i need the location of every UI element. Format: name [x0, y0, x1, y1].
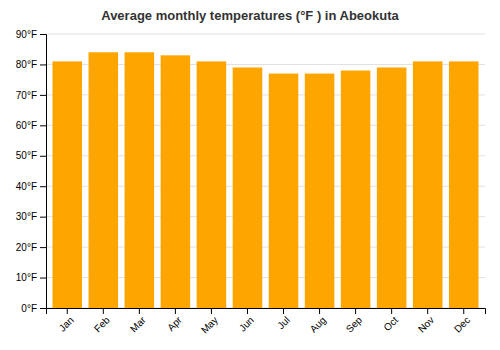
tick-label: May — [199, 314, 220, 335]
bar — [449, 61, 479, 308]
tick-label: Aug — [308, 314, 328, 334]
tick: 70°F — [16, 90, 46, 101]
tick-label: 70°F — [16, 90, 37, 101]
tick: Jun — [237, 308, 256, 334]
tick: Dec — [452, 308, 472, 335]
tick-label: Jul — [275, 314, 292, 331]
axis-line — [47, 309, 486, 315]
chart: 0°F 10°F 20°F 30°F 40°F 50°F 60°F 70°F 80°F 90°F J… — [0, 0, 500, 350]
tick-label: 20°F — [16, 242, 37, 253]
y-axis: 0°F 10°F 20°F 30°F 40°F 50°F 60°F 70°F 80°F 90°F — [16, 29, 47, 314]
tick-label: 0°F — [21, 303, 37, 314]
tick-label: 80°F — [16, 59, 37, 70]
tick: May — [199, 308, 220, 336]
bar — [305, 74, 335, 308]
tick: Jan — [57, 308, 76, 334]
bar — [377, 67, 407, 308]
tick-mark — [103, 308, 104, 314]
tick-label: 30°F — [16, 211, 37, 222]
tick-mark — [355, 308, 356, 314]
bar — [89, 52, 119, 308]
tick-mark — [40, 308, 46, 309]
tick: Oct — [381, 308, 400, 333]
tick-label: 10°F — [16, 272, 37, 283]
tick-mark — [139, 308, 140, 314]
tick-mark — [40, 217, 46, 218]
tick-mark — [463, 308, 464, 314]
plot: 0°F 10°F 20°F 30°F 40°F 50°F 60°F 70°F 80°F 90°F J… — [16, 29, 486, 336]
tick-mark — [40, 156, 46, 157]
tick: Sep — [344, 308, 365, 335]
bar — [125, 52, 155, 308]
x-axis: Jan Feb Mar Apr May Jun Jul Aug Sep Oct Nov Dec — [47, 308, 486, 336]
axis-line — [40, 35, 47, 309]
tick: 10°F — [16, 272, 46, 283]
bar — [52, 61, 82, 308]
tick-mark — [247, 308, 248, 314]
bar — [413, 61, 443, 308]
tick: Nov — [416, 308, 436, 335]
tick-label: 90°F — [16, 29, 37, 40]
tick-mark — [283, 308, 284, 314]
tick: 20°F — [16, 242, 46, 253]
tick-label: Jan — [57, 314, 76, 333]
tick-mark — [211, 308, 212, 314]
tick-label: 50°F — [16, 150, 37, 161]
bar — [341, 71, 371, 308]
tick-label: Apr — [165, 314, 184, 333]
tick-mark — [427, 308, 428, 314]
tick-label: Nov — [416, 314, 436, 334]
tick-mark — [391, 308, 392, 314]
tick: 0°F — [21, 303, 46, 314]
tick: 80°F — [16, 59, 46, 70]
tick-label: 60°F — [16, 120, 37, 131]
title: Average monthly temperatures (°F ) in Ab… — [101, 8, 399, 23]
tick-mark — [175, 308, 176, 314]
tick-label: Dec — [452, 314, 472, 334]
tick-mark — [40, 95, 46, 96]
tick: 90°F — [16, 29, 46, 40]
tick: 50°F — [16, 150, 46, 161]
tick-mark — [40, 186, 46, 187]
tick-mark — [67, 308, 68, 314]
bar — [269, 74, 299, 308]
tick-mark — [319, 308, 320, 314]
bar — [161, 55, 191, 308]
tick-mark — [40, 64, 46, 65]
tick: Jul — [275, 308, 292, 331]
tick: Aug — [308, 308, 328, 335]
tick: 40°F — [16, 181, 46, 192]
tick: 30°F — [16, 211, 46, 222]
grid — [46, 34, 485, 308]
tick: Apr — [165, 308, 184, 333]
tick: 60°F — [16, 120, 46, 131]
tick: Feb — [92, 308, 112, 334]
tick-mark — [40, 278, 46, 279]
tick-label: Mar — [128, 314, 148, 334]
tick: Mar — [128, 308, 148, 334]
tick-label: Sep — [344, 314, 365, 335]
tick-label: Oct — [381, 314, 400, 333]
tick-mark — [40, 125, 46, 126]
tick-label: 40°F — [16, 181, 37, 192]
tick-mark — [40, 247, 46, 248]
tick-label: Jun — [237, 314, 256, 333]
tick-label: Feb — [92, 314, 112, 334]
bar — [233, 67, 263, 308]
grid-line — [46, 34, 485, 35]
bar — [197, 61, 227, 308]
tick-mark — [40, 34, 46, 35]
bars — [52, 52, 478, 308]
